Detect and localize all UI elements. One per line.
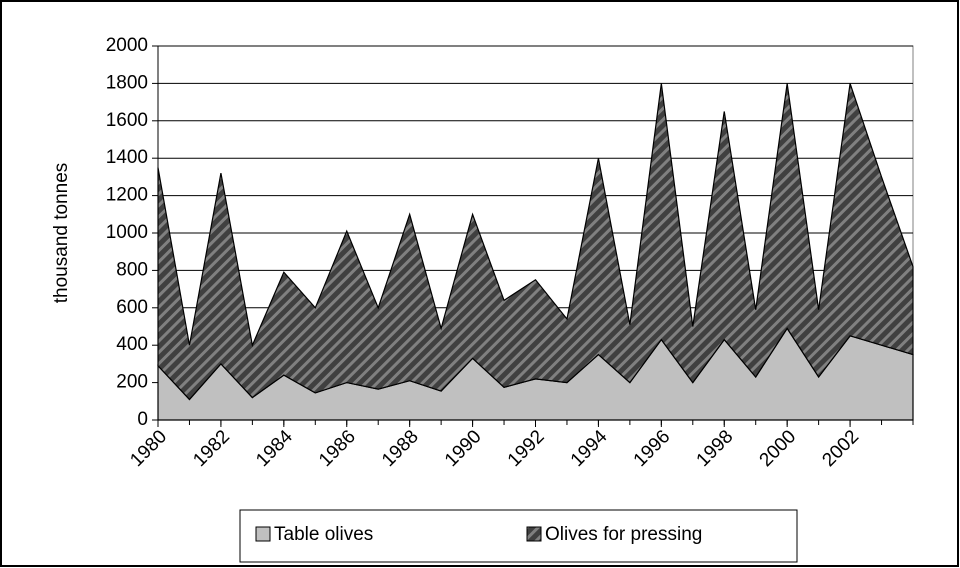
y-tick-label: 1400 <box>106 147 148 168</box>
legend-label: Olives for pressing <box>545 524 702 545</box>
y-tick-label: 1000 <box>106 222 148 243</box>
y-tick-label: 600 <box>116 297 148 318</box>
legend <box>239 509 798 563</box>
y-tick-label: 1200 <box>106 185 148 206</box>
y-axis-title: thousand tonnes <box>51 163 72 304</box>
y-tick-label: 0 <box>137 409 148 430</box>
y-tick-label: 400 <box>116 334 148 355</box>
legend-label: Table olives <box>274 524 373 545</box>
y-tick-label: 200 <box>116 372 148 393</box>
legend-swatch <box>255 526 271 542</box>
area <box>157 83 914 401</box>
y-tick-label: 1600 <box>106 110 148 131</box>
y-tick-label: 1800 <box>106 72 148 93</box>
y-tick-label: 2000 <box>106 35 148 56</box>
legend-swatch <box>526 526 542 542</box>
y-tick-label: 800 <box>116 259 148 280</box>
